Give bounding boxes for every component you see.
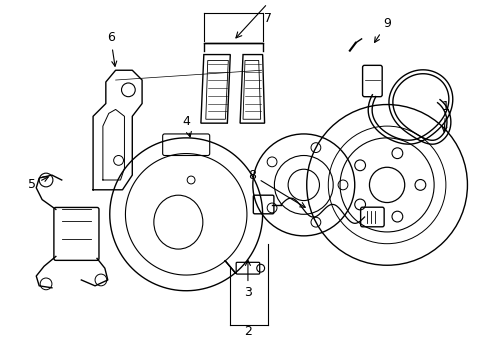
Text: 9: 9 [374, 17, 390, 42]
Text: 6: 6 [106, 31, 117, 66]
Text: 1: 1 [441, 100, 449, 132]
Text: 5: 5 [28, 177, 48, 192]
Text: 3: 3 [244, 261, 251, 299]
Text: 7: 7 [263, 12, 271, 25]
Text: 4: 4 [182, 115, 191, 137]
Text: 2: 2 [244, 325, 251, 338]
Text: 8: 8 [247, 168, 305, 207]
